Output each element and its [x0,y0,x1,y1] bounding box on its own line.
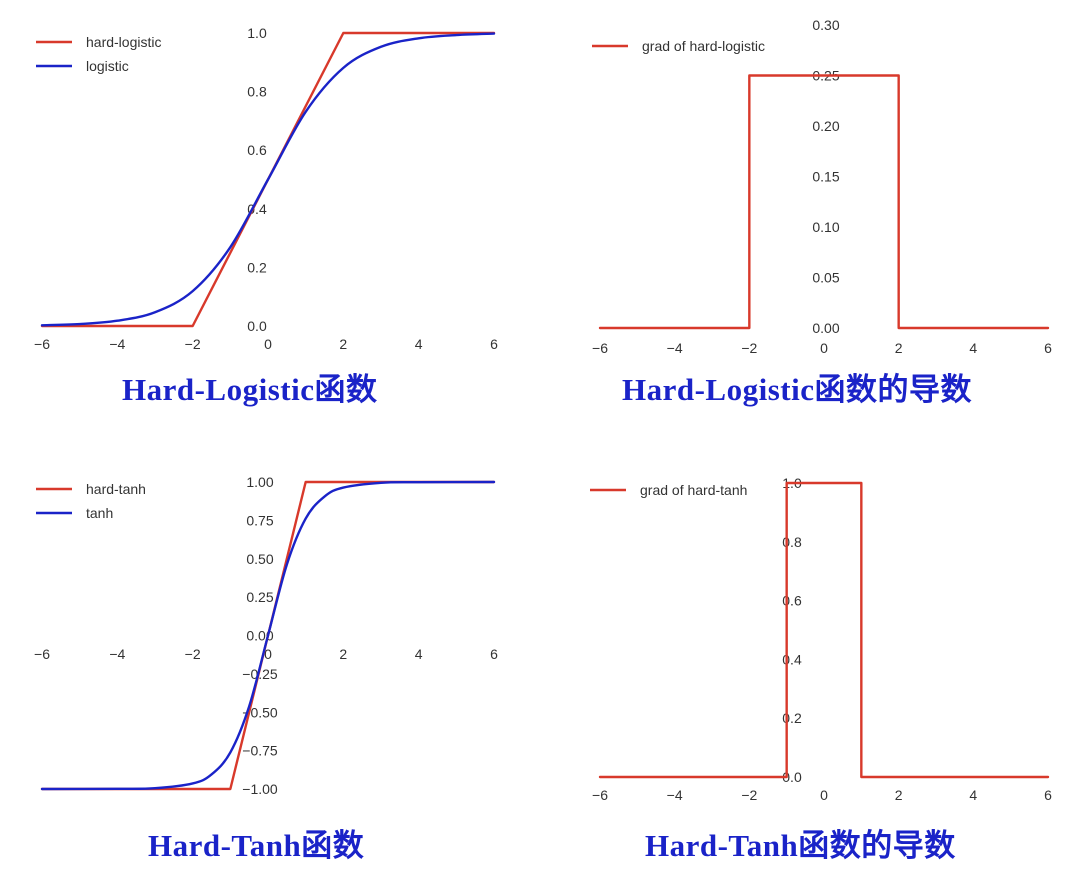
y-tick-label: 0.30 [812,17,839,33]
x-tick-label: 2 [895,787,903,803]
y-tick-label: 0.10 [812,219,839,235]
x-tick-label: 0 [820,787,828,803]
y-tick-label: 0.75 [246,512,273,528]
x-tick-label: 2 [895,340,903,356]
x-tick-label: −6 [34,646,50,662]
series-line-logistic [40,32,496,327]
x-tick-label: −2 [741,340,757,356]
y-tick-label: −0.75 [242,743,278,759]
x-tick-label: −4 [109,336,125,352]
y-tick-label: 0.00 [812,320,839,336]
x-tick-label: 0 [264,336,272,352]
chart-panel-3: −6 −4 −2 0 2 4 6−1.00−0.75−0.50−0.250.000.250.… [34,474,498,797]
x-tick-label: 6 [490,336,498,352]
x-tick-label: −6 [592,340,608,356]
x-tick-label: 4 [969,787,977,803]
y-tick-label: 0.6 [782,593,802,609]
chart-panel-2: −6 −4 −2 0 2 4 60.000.050.100.150.200.250.30gr… [592,17,1052,356]
y-tick-label: 0.4 [782,651,802,667]
y-tick-label: 1.00 [246,474,273,490]
y-tick-label: 0.2 [247,259,267,275]
y-tick-label: 0.25 [246,589,273,605]
x-tick-label: 4 [969,340,977,356]
y-tick-label: −0.25 [242,666,278,682]
x-tick-label: 0 [820,340,828,356]
series-line-grad-of-hard-tanh [598,481,1050,779]
legend-label: hard-logistic [86,34,161,50]
x-tick-label: −6 [592,787,608,803]
x-tick-label: −4 [667,340,683,356]
y-tick-label: 1.0 [247,25,267,41]
y-tick-label: 0.0 [247,318,267,334]
x-tick-label: 4 [415,646,423,662]
y-tick-label: 0.6 [247,142,267,158]
caption-hard-tanh-grad: Hard-Tanh函数的导数 [645,828,956,863]
y-tick-label: 0.2 [782,710,802,726]
y-tick-label: 0.8 [782,534,802,550]
series-line-tanh [40,480,496,791]
x-tick-label: −4 [109,646,125,662]
series-line-grad-of-hard-logistic [598,74,1050,330]
x-tick-label: −6 [34,336,50,352]
y-tick-label: 0.8 [247,84,267,100]
caption-hard-tanh: Hard-Tanh函数 [148,828,365,863]
x-tick-label: 0 [264,646,272,662]
y-tick-label: −1.00 [242,781,278,797]
x-tick-label: −2 [741,787,757,803]
x-tick-label: 2 [339,646,347,662]
x-tick-label: 6 [1044,787,1052,803]
caption-hard-logistic: Hard-Logistic函数 [122,372,378,407]
x-tick-label: 6 [1044,340,1052,356]
caption-hard-logistic-grad: Hard-Logistic函数的导数 [622,372,972,407]
legend-label: hard-tanh [86,481,146,497]
x-tick-label: −4 [667,787,683,803]
y-tick-label: 0.50 [246,551,273,567]
x-tick-label: −2 [185,646,201,662]
x-tick-label: 4 [415,336,423,352]
x-tick-label: 2 [339,336,347,352]
y-tick-label: 0.20 [812,118,839,134]
legend-label: grad of hard-tanh [640,482,747,498]
y-tick-label: 0.15 [812,169,839,185]
x-tick-label: −2 [185,336,201,352]
x-tick-label: 6 [490,646,498,662]
legend-label: logistic [86,58,129,74]
chart-panel-1: −6 −4 −2 0 2 4 60.00.20.40.60.81.0hard-logisti… [34,25,498,352]
y-tick-label: 0.05 [812,270,839,286]
legend-label: tanh [86,505,113,521]
legend-label: grad of hard-logistic [642,38,765,54]
